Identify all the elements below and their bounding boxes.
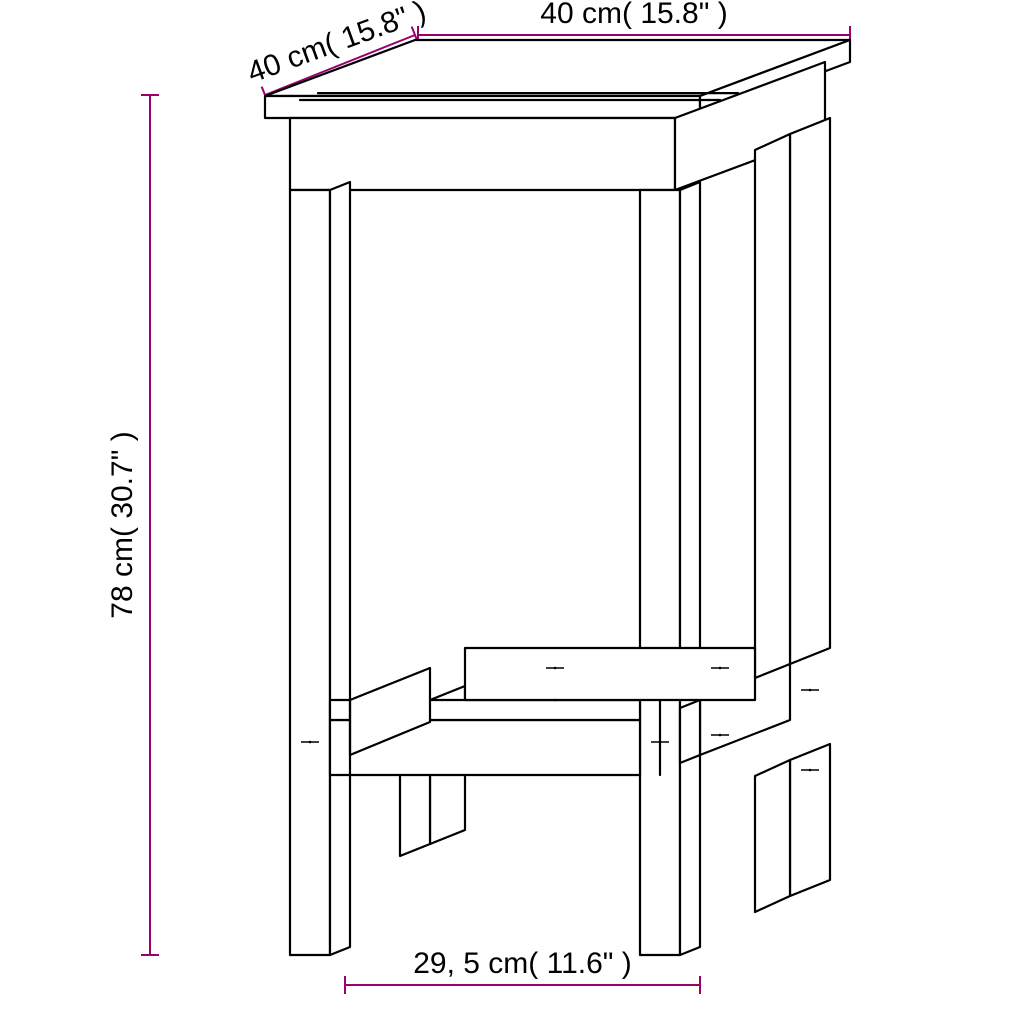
dimension-width-label: 40 cm( 15.8" ): [540, 0, 727, 30]
dimension-height-label: 78 cm( 30.7" ): [106, 431, 139, 618]
stool-drawing: [265, 40, 850, 955]
dimension-footwidth-label: 29, 5 cm( 11.6" ): [413, 947, 632, 980]
